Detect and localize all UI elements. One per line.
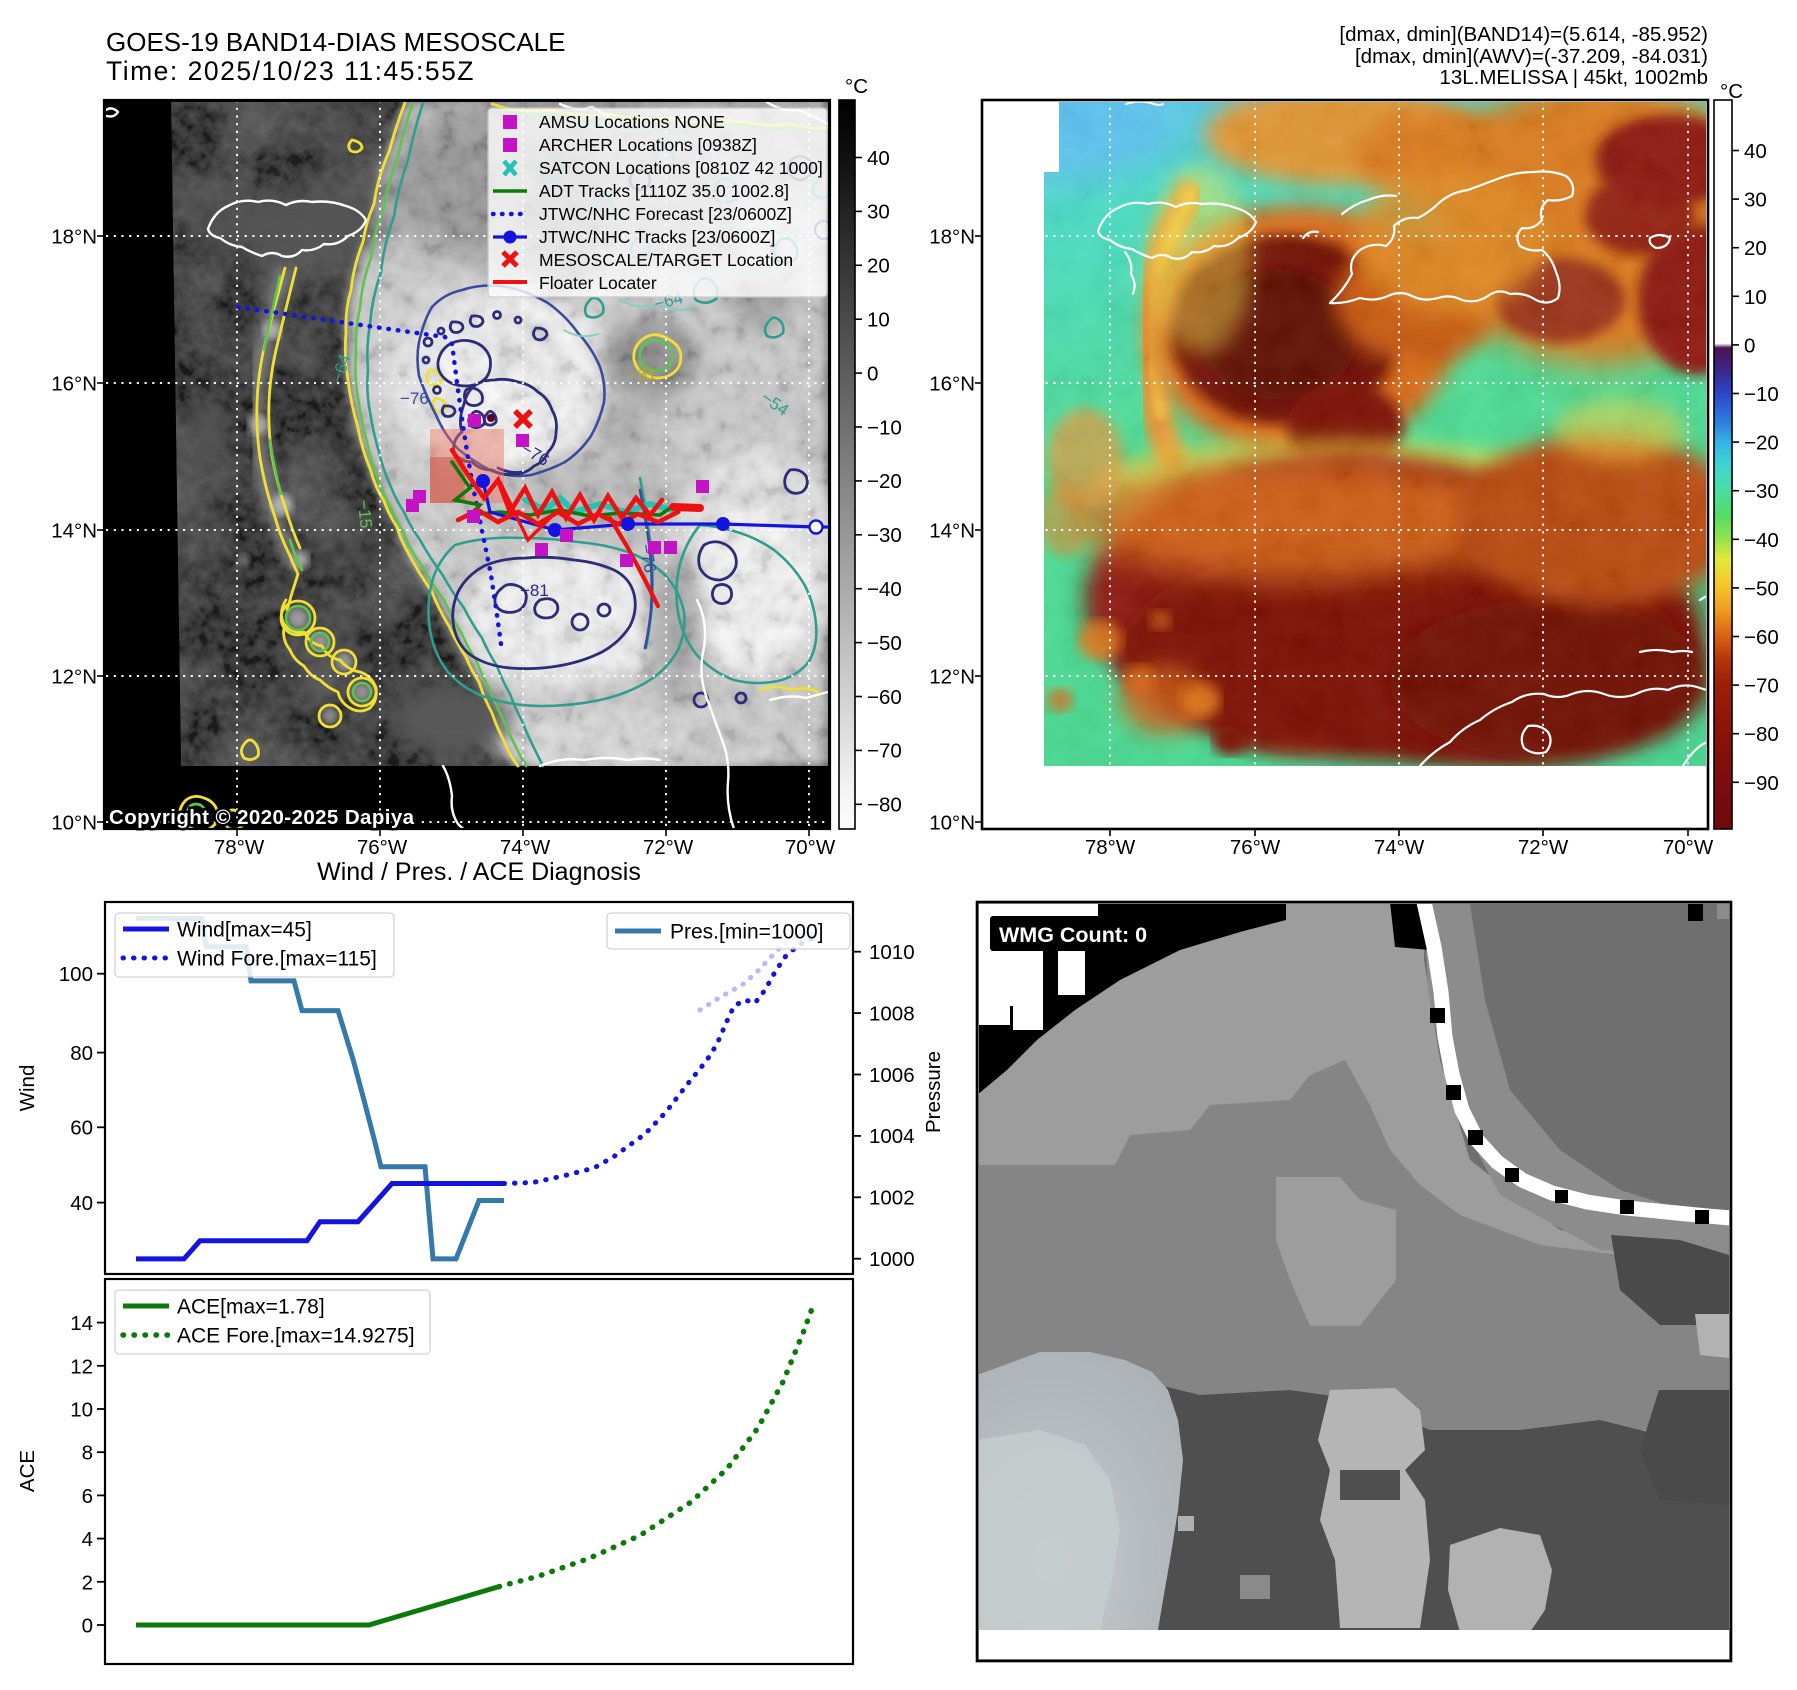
svg-text:ACE Fore.[max=14.9275]: ACE Fore.[max=14.9275] — [177, 1325, 415, 1348]
svg-text:−70: −70 — [1744, 675, 1779, 698]
svg-text:Wind[max=45]: Wind[max=45] — [177, 919, 312, 942]
svg-text:−20: −20 — [1744, 432, 1779, 455]
svg-text:−76: −76 — [636, 542, 660, 574]
svg-text:1008: 1008 — [869, 1002, 915, 1025]
svg-text:14°N: 14°N — [51, 520, 97, 543]
svg-text:JTWC/NHC Forecast [23/0600Z]: JTWC/NHC Forecast [23/0600Z] — [539, 204, 792, 224]
svg-text:10: 10 — [867, 309, 890, 332]
svg-text:12: 12 — [70, 1355, 93, 1378]
svg-text:−15: −15 — [354, 499, 375, 529]
svg-text:Wind: Wind — [16, 1065, 39, 1112]
svg-text:−80: −80 — [867, 794, 902, 817]
svg-text:−60: −60 — [1744, 626, 1779, 649]
svg-text:ACE: ACE — [16, 1450, 39, 1492]
svg-text:0: 0 — [82, 1615, 93, 1638]
svg-text:Wind Fore.[max=115]: Wind Fore.[max=115] — [177, 948, 377, 971]
svg-text:13L.MELISSA | 45kt, 1002mb: 13L.MELISSA | 45kt, 1002mb — [1439, 66, 1708, 89]
svg-text:−90: −90 — [1744, 772, 1779, 795]
svg-text:20: 20 — [867, 255, 890, 278]
svg-text:SATCON Locations [0810Z 42 100: SATCON Locations [0810Z 42 1000] — [539, 158, 823, 178]
svg-text:78°W: 78°W — [1085, 836, 1136, 859]
svg-text:16°N: 16°N — [929, 373, 975, 396]
svg-text:78°W: 78°W — [214, 836, 265, 859]
svg-text:8: 8 — [82, 1442, 93, 1465]
svg-text:−81: −81 — [520, 581, 549, 600]
svg-text:1002: 1002 — [869, 1187, 915, 1210]
svg-text:−50: −50 — [1744, 577, 1779, 600]
svg-text:100: 100 — [59, 963, 93, 986]
svg-text:Copyright © 2020-2025 Dapiya: Copyright © 2020-2025 Dapiya — [109, 806, 415, 829]
svg-text:2: 2 — [82, 1571, 93, 1594]
svg-text:30: 30 — [1744, 189, 1767, 212]
svg-text:30: 30 — [867, 201, 890, 224]
svg-text:−10: −10 — [867, 416, 902, 439]
svg-text:JTWC/NHC Tracks [23/0600Z]: JTWC/NHC Tracks [23/0600Z] — [539, 227, 775, 247]
svg-text:10: 10 — [1744, 286, 1767, 309]
svg-text:74°W: 74°W — [1374, 836, 1425, 859]
svg-text:1000: 1000 — [869, 1248, 915, 1271]
svg-text:74°W: 74°W — [500, 836, 551, 859]
svg-text:[dmax, dmin](BAND14)=(5.614, -: [dmax, dmin](BAND14)=(5.614, -85.952) — [1339, 23, 1708, 46]
svg-text:−50: −50 — [867, 632, 902, 655]
svg-text:40: 40 — [1744, 140, 1767, 163]
svg-text:MESOSCALE/TARGET Location: MESOSCALE/TARGET Location — [539, 250, 793, 270]
svg-text:14: 14 — [70, 1312, 93, 1335]
svg-text:72°W: 72°W — [643, 836, 694, 859]
svg-text:0: 0 — [867, 362, 878, 385]
svg-text:76°W: 76°W — [357, 836, 408, 859]
svg-text:40: 40 — [70, 1192, 93, 1215]
svg-text:°C: °C — [845, 75, 868, 98]
svg-text:0: 0 — [1744, 334, 1755, 357]
svg-text:−60: −60 — [867, 686, 902, 709]
svg-text:18°N: 18°N — [51, 226, 97, 249]
svg-text:18°N: 18°N — [929, 226, 975, 249]
svg-text:1006: 1006 — [869, 1064, 915, 1087]
svg-text:−20: −20 — [867, 470, 902, 493]
svg-text:14°N: 14°N — [929, 520, 975, 543]
svg-text:1010: 1010 — [869, 941, 915, 964]
svg-text:ARCHER Locations [0938Z]: ARCHER Locations [0938Z] — [539, 135, 757, 155]
svg-text:76°W: 76°W — [1230, 836, 1281, 859]
svg-text:12°N: 12°N — [51, 666, 97, 689]
svg-text:−30: −30 — [1744, 480, 1779, 503]
svg-text:16°N: 16°N — [51, 373, 97, 396]
svg-text:Pres.[min=1000]: Pres.[min=1000] — [670, 921, 824, 944]
svg-text:6: 6 — [82, 1485, 93, 1508]
svg-text:10°N: 10°N — [51, 812, 97, 835]
svg-text:[dmax, dmin](AWV)=(-37.209, -8: [dmax, dmin](AWV)=(-37.209, -84.031) — [1355, 45, 1708, 68]
svg-text:Floater Locater: Floater Locater — [539, 273, 657, 293]
svg-text:−76: −76 — [400, 389, 429, 408]
svg-text:Pressure: Pressure — [922, 1051, 945, 1133]
svg-text:−70: −70 — [867, 740, 902, 763]
svg-text:AMSU Locations NONE: AMSU Locations NONE — [539, 112, 725, 132]
svg-text:°C: °C — [1720, 80, 1743, 103]
svg-text:−40: −40 — [1744, 529, 1779, 552]
svg-text:80: 80 — [70, 1042, 93, 1065]
svg-text:40: 40 — [867, 147, 890, 170]
svg-text:−30: −30 — [867, 524, 902, 547]
svg-text:ADT Tracks [1110Z 35.0 1002.8]: ADT Tracks [1110Z 35.0 1002.8] — [539, 181, 789, 201]
svg-text:WMG Count: 0: WMG Count: 0 — [999, 923, 1147, 947]
svg-text:ACE[max=1.78]: ACE[max=1.78] — [177, 1296, 325, 1319]
svg-text:−10: −10 — [1744, 383, 1779, 406]
svg-text:72°W: 72°W — [1518, 836, 1569, 859]
svg-text:Time: 2025/10/23 11:45:55Z: Time: 2025/10/23 11:45:55Z — [106, 56, 475, 86]
svg-text:1004: 1004 — [869, 1125, 915, 1148]
svg-text:4: 4 — [82, 1528, 93, 1551]
svg-text:20: 20 — [1744, 237, 1767, 260]
svg-text:12°N: 12°N — [929, 666, 975, 689]
svg-text:70°W: 70°W — [785, 836, 836, 859]
svg-text:10: 10 — [70, 1399, 93, 1422]
svg-text:60: 60 — [70, 1117, 93, 1140]
svg-text:10°N: 10°N — [929, 812, 975, 835]
svg-text:−80: −80 — [1744, 723, 1779, 746]
svg-text:−40: −40 — [867, 578, 902, 601]
svg-text:70°W: 70°W — [1663, 836, 1714, 859]
svg-text:GOES-19 BAND14-DIAS MESOSCALE: GOES-19 BAND14-DIAS MESOSCALE — [106, 27, 565, 57]
svg-text:−31: −31 — [628, 365, 657, 384]
svg-text:Wind / Pres. / ACE Diagnosis: Wind / Pres. / ACE Diagnosis — [317, 858, 641, 886]
